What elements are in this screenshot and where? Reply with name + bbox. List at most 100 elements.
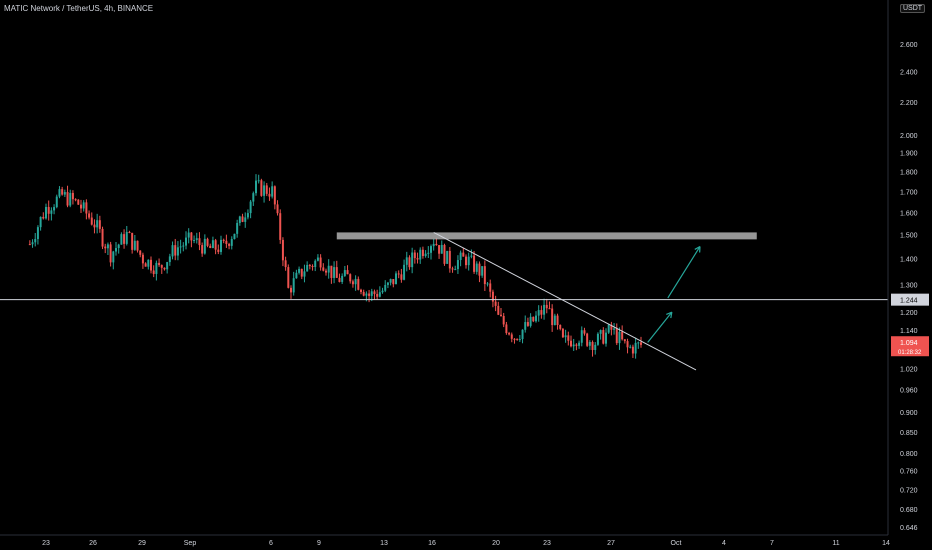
candle-body [252,193,255,202]
candle-body [236,222,239,234]
candle-body [255,180,257,194]
candle-body [408,257,411,268]
candle-body [368,293,371,296]
time-tick-label: 9 [317,540,321,547]
candle-body [284,260,287,268]
candle-body [257,180,260,182]
price-tick-label: 1.500 [900,233,918,240]
candle-body [327,265,330,273]
candle-body [287,267,290,288]
candle-body [147,259,150,267]
candle-body [90,217,93,225]
level-price-tag [891,293,929,306]
candle-body [158,262,161,265]
candle-body [494,301,497,306]
candle-body [489,283,492,292]
candle-body [572,344,575,347]
candle-body [500,314,502,316]
candle-body [478,263,481,276]
candle-body [384,284,387,291]
candle-body [228,243,231,246]
candle-body [575,344,578,346]
candle-body [69,192,72,206]
candle-body [591,342,594,351]
price-tick-label: 0.800 [900,451,918,458]
candle-body [518,339,521,341]
candle-body [338,277,341,282]
price-tick-label: 0.900 [900,410,918,417]
arrow-head [666,311,673,316]
candle-body [473,255,476,272]
candle-body [150,259,152,271]
price-tick-label: 2.200 [900,100,918,107]
candle-body [440,244,443,254]
candlestick-series [28,174,642,359]
candle-body [82,202,85,209]
candle-body [389,279,392,283]
candle-body [330,265,333,278]
candle-body [405,257,408,265]
candle-body [141,254,144,264]
candle-body [325,270,327,273]
candle-body [104,246,107,249]
candle-body [362,291,365,296]
candle-body [290,287,292,293]
candle-body [306,265,309,272]
candle-body [640,342,642,345]
resistance-zone [336,232,757,240]
candle-body [249,201,252,214]
candle-body [486,283,489,285]
candle-body [430,246,432,253]
price-tick-label: 1.600 [900,210,918,217]
time-tick-label: 13 [380,540,388,547]
candle-body [465,256,467,266]
candle-body [354,278,357,285]
candle-body [427,252,430,254]
candle-body [163,267,166,270]
candle-body [263,185,266,196]
candle-body [386,282,389,285]
candle-body [268,193,271,197]
arrow-head [670,312,673,319]
candle-body [144,263,147,267]
candle-body [265,185,268,194]
candle-body [238,216,241,223]
candle-body [467,256,470,266]
candle-body [346,270,349,275]
candle-body [160,264,163,268]
candle-body [462,252,465,257]
candle-body [34,239,37,243]
candle-body [376,293,379,297]
candle-body [432,243,435,247]
candle-body [602,330,605,344]
candle-body [115,248,117,252]
candle-body [443,244,446,264]
candle-body [438,245,441,254]
candle-body [128,231,131,233]
candle-body [516,338,519,340]
candle-body [341,275,344,282]
candle-body [273,186,276,205]
price-tick-label: 1.020 [900,367,918,374]
candle-body [241,216,244,222]
candle-body [93,224,96,228]
currency-badge[interactable]: USDT [900,4,926,13]
candle-body [281,239,284,261]
candle-body [139,250,142,255]
candle-body [378,292,381,297]
descending-trendline [433,231,697,371]
price-tick-label: 2.600 [900,42,918,49]
time-axis[interactable]: 23 26 29 Sep 6 9 13 16 20 23 27 Oct 4 7 11 14 [0,534,890,547]
price-tick-label: 1.800 [900,169,918,176]
candle-body [308,265,311,267]
chart-annotations [0,231,888,371]
candle-body [419,249,422,260]
candle-body [246,213,249,218]
candle-body [510,334,513,339]
candle-body [343,270,346,276]
candle-body [260,180,263,196]
price-tick-label: 0.760 [900,469,918,476]
time-tick-label: 6 [269,540,273,547]
price-tick-label: 0.680 [900,507,918,514]
